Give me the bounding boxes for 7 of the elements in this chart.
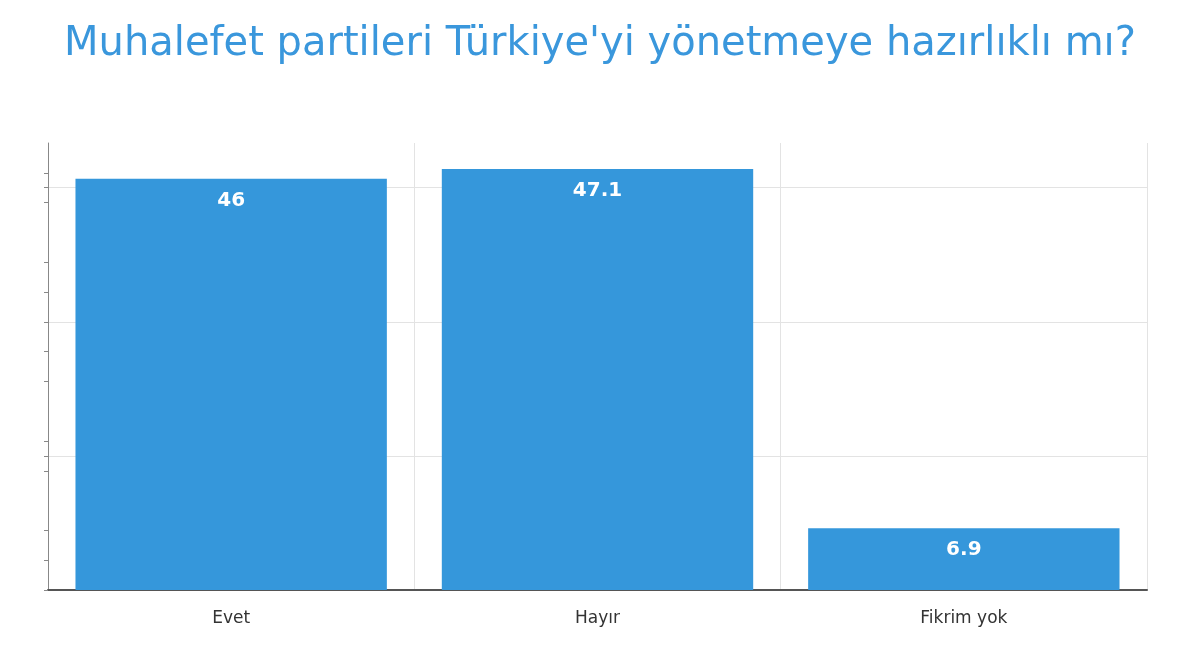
x-tick-label: Hayır (575, 606, 620, 627)
chart-title: Muhalefet partileri Türkiye'yi yönetmeye hazırlıklı mı? (64, 18, 1136, 64)
data-label: 46 (217, 186, 246, 211)
x-tick-label: Fikrim yok (920, 606, 1008, 627)
x-tick-label: Evet (212, 606, 251, 627)
data-label: 47.1 (572, 176, 623, 201)
data-label: 6.9 (946, 536, 982, 561)
